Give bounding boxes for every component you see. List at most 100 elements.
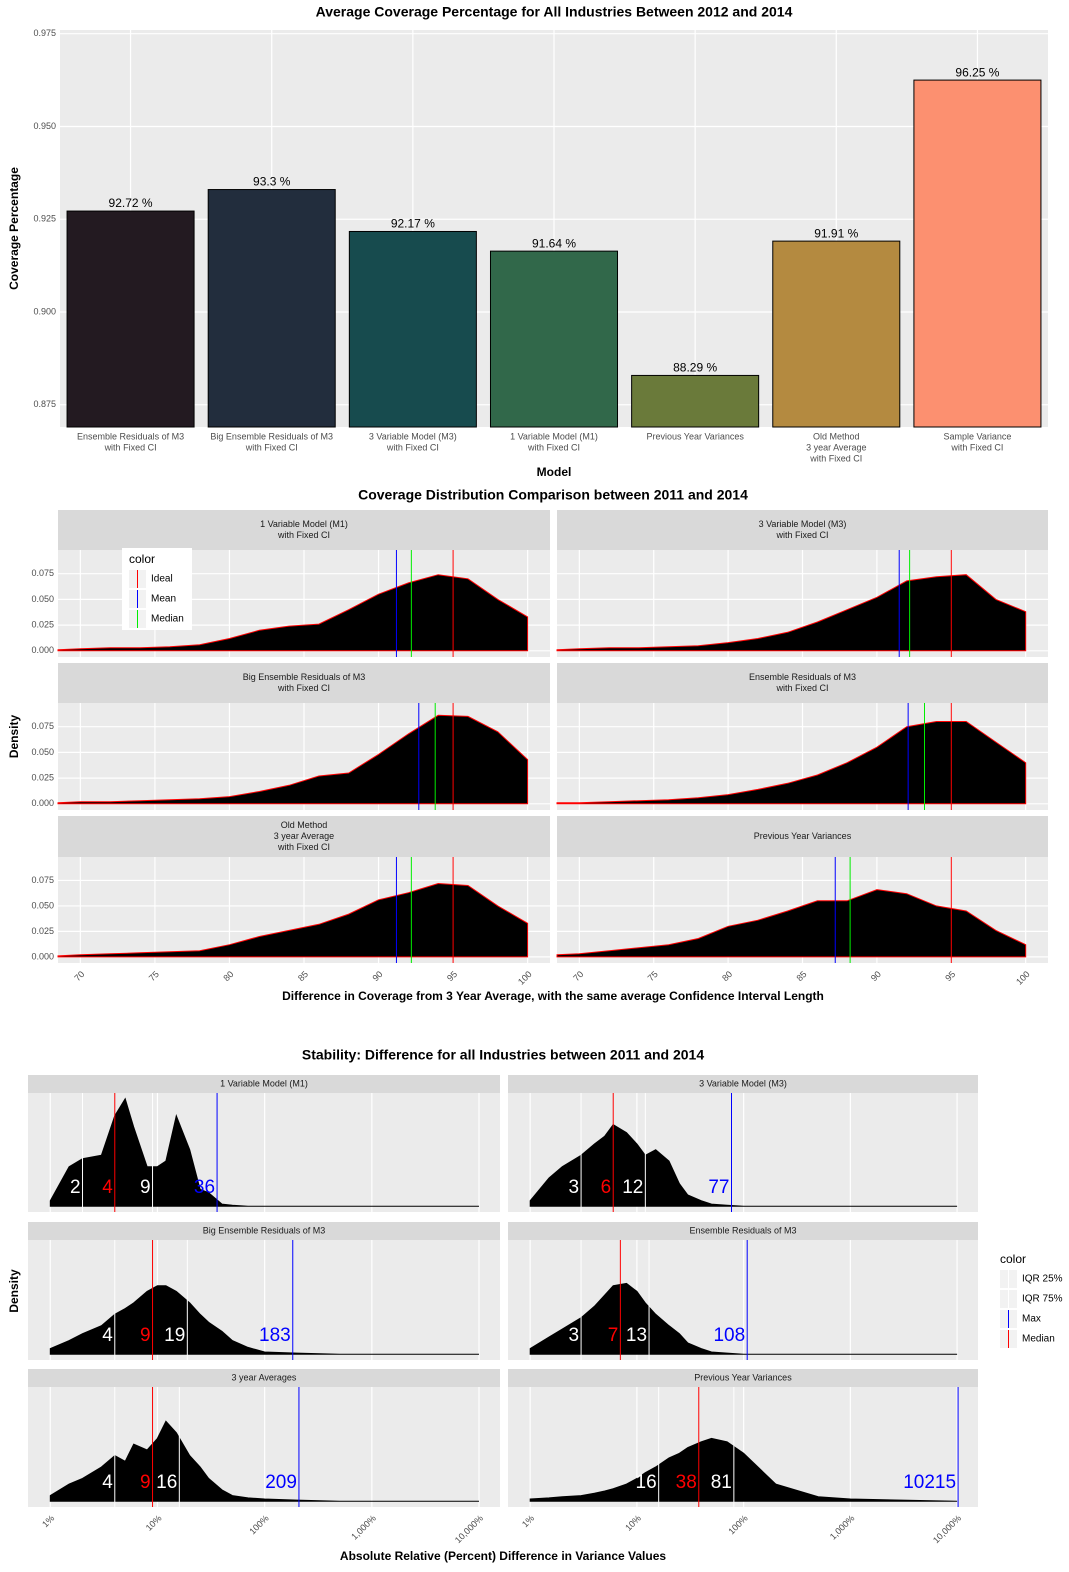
x-axis-label: Model [537, 465, 572, 479]
strip-label: Old Method [281, 820, 328, 830]
strip-label: Previous Year Variances [694, 1372, 792, 1382]
x-tick-label: Old Method [813, 431, 860, 441]
density-area [556, 889, 1027, 958]
x-tick-label: 10% [144, 1513, 164, 1533]
x-tick-label: 90 [370, 969, 384, 983]
strip-label: 3 year Averages [232, 1372, 297, 1382]
x-axis-label: Absolute Relative (Percent) Difference i… [340, 1549, 666, 1563]
stat-label: 2 [70, 1177, 81, 1198]
stat-label: 7 [608, 1325, 619, 1346]
legend-title: color [129, 552, 155, 566]
y-axis-label: Coverage Percentage [7, 167, 21, 290]
bar [772, 240, 901, 428]
stat-label: 77 [708, 1177, 729, 1198]
x-tick-label: 10,000% [453, 1513, 485, 1545]
y-tick-label: 0.050 [31, 747, 54, 757]
strip-label: 1 Variable Model (M1) [220, 1078, 308, 1088]
stat-label: 209 [265, 1472, 297, 1493]
strip [58, 663, 550, 703]
legend-label: Max [1022, 1314, 1041, 1325]
bar [489, 250, 619, 428]
y-tick-label: 0.000 [31, 951, 54, 961]
y-tick-label: 0.025 [31, 772, 54, 782]
x-tick-label: 3 year Average [806, 442, 866, 452]
value-label: 96.25 % [955, 65, 999, 79]
stat-label: 6 [601, 1177, 612, 1198]
legend-title: color [1000, 1252, 1026, 1266]
density-area [529, 1282, 958, 1355]
strip [508, 1075, 978, 1093]
strip [508, 1222, 978, 1240]
y-tick-label: 0.050 [31, 594, 54, 604]
stat-label: 19 [164, 1325, 185, 1346]
density-area [57, 714, 529, 805]
y-tick-label: 0.025 [31, 619, 54, 629]
y-tick-label: 0.925 [33, 214, 56, 224]
strip [58, 510, 550, 550]
y-tick-label: 0.875 [33, 399, 56, 409]
stat-label: 12 [622, 1177, 643, 1198]
value-label: 88.29 % [673, 361, 717, 375]
legend-label: IQR 75% [1022, 1294, 1063, 1305]
strip-label: Previous Year Variances [754, 831, 852, 841]
stat-label: 4 [102, 1325, 113, 1346]
x-tick-label: Sample Variance [943, 431, 1011, 441]
stat-label: 108 [713, 1325, 745, 1346]
stat-label: 3 [569, 1325, 580, 1346]
density-area [529, 1437, 958, 1502]
stat-label: 16 [636, 1472, 657, 1493]
x-tick-label: 70 [72, 969, 86, 983]
strip-label: with Fixed CI [277, 842, 330, 852]
legend-label: IQR 25% [1022, 1274, 1063, 1285]
stat-label: 38 [676, 1472, 697, 1493]
strip-label: 3 Variable Model (M3) [759, 519, 847, 529]
y-tick-label: 0.025 [31, 926, 54, 936]
x-tick-label: 70 [571, 969, 585, 983]
bar [631, 374, 760, 428]
x-tick-label: 95 [445, 969, 459, 983]
stat-label: 9 [140, 1325, 151, 1346]
bar [913, 79, 1042, 428]
strip [508, 1369, 978, 1387]
strip-label: Ensemble Residuals of M3 [689, 1225, 796, 1235]
x-tick-label: 100 [516, 969, 534, 987]
x-tick-label: Big Ensemble Residuals of M3 [210, 431, 333, 441]
chart-title: Stability: Difference for all Industries… [302, 1047, 704, 1063]
legend-label: Median [151, 614, 184, 625]
chart-title: Coverage Distribution Comparison between… [358, 487, 748, 503]
strip [28, 1075, 500, 1093]
x-tick-label: 85 [296, 969, 310, 983]
x-tick-label: 10% [623, 1513, 643, 1533]
density-area [49, 1097, 479, 1207]
strip-label: Ensemble Residuals of M3 [749, 672, 856, 682]
x-tick-label: 1% [520, 1513, 536, 1529]
y-tick-label: 0.000 [31, 645, 54, 655]
strip-label: with Fixed CI [775, 530, 828, 540]
stat-label: 4 [102, 1472, 113, 1493]
y-tick-label: 0.000 [31, 798, 54, 808]
x-tick-label: with Fixed CI [245, 442, 298, 452]
density-area [49, 1285, 479, 1355]
strip [557, 816, 1048, 857]
x-tick-label: 75 [147, 969, 161, 983]
strip [28, 1369, 500, 1387]
x-tick-label: 3 Variable Model (M3) [369, 431, 457, 441]
value-label: 92.17 % [391, 217, 435, 231]
x-tick-label: 90 [869, 969, 883, 983]
x-tick-label: 80 [720, 969, 734, 983]
stat-label: 13 [626, 1325, 647, 1346]
y-tick-label: 0.950 [33, 121, 56, 131]
y-tick-label: 0.075 [31, 568, 54, 578]
x-tick-label: with Fixed CI [809, 453, 862, 463]
bar [207, 189, 336, 428]
y-axis-label: Density [7, 715, 21, 759]
strip-label: 1 Variable Model (M1) [260, 519, 348, 529]
strip [58, 816, 550, 857]
strip-label: with Fixed CI [277, 683, 330, 693]
legend-label: Mean [151, 594, 176, 605]
strip-label: 3 Variable Model (M3) [699, 1078, 787, 1088]
x-tick-label: 1,000% [828, 1513, 857, 1542]
stat-label: 36 [194, 1177, 215, 1198]
x-tick-label: with Fixed CI [104, 442, 157, 452]
x-axis-label: Difference in Coverage from 3 Year Avera… [282, 989, 824, 1003]
